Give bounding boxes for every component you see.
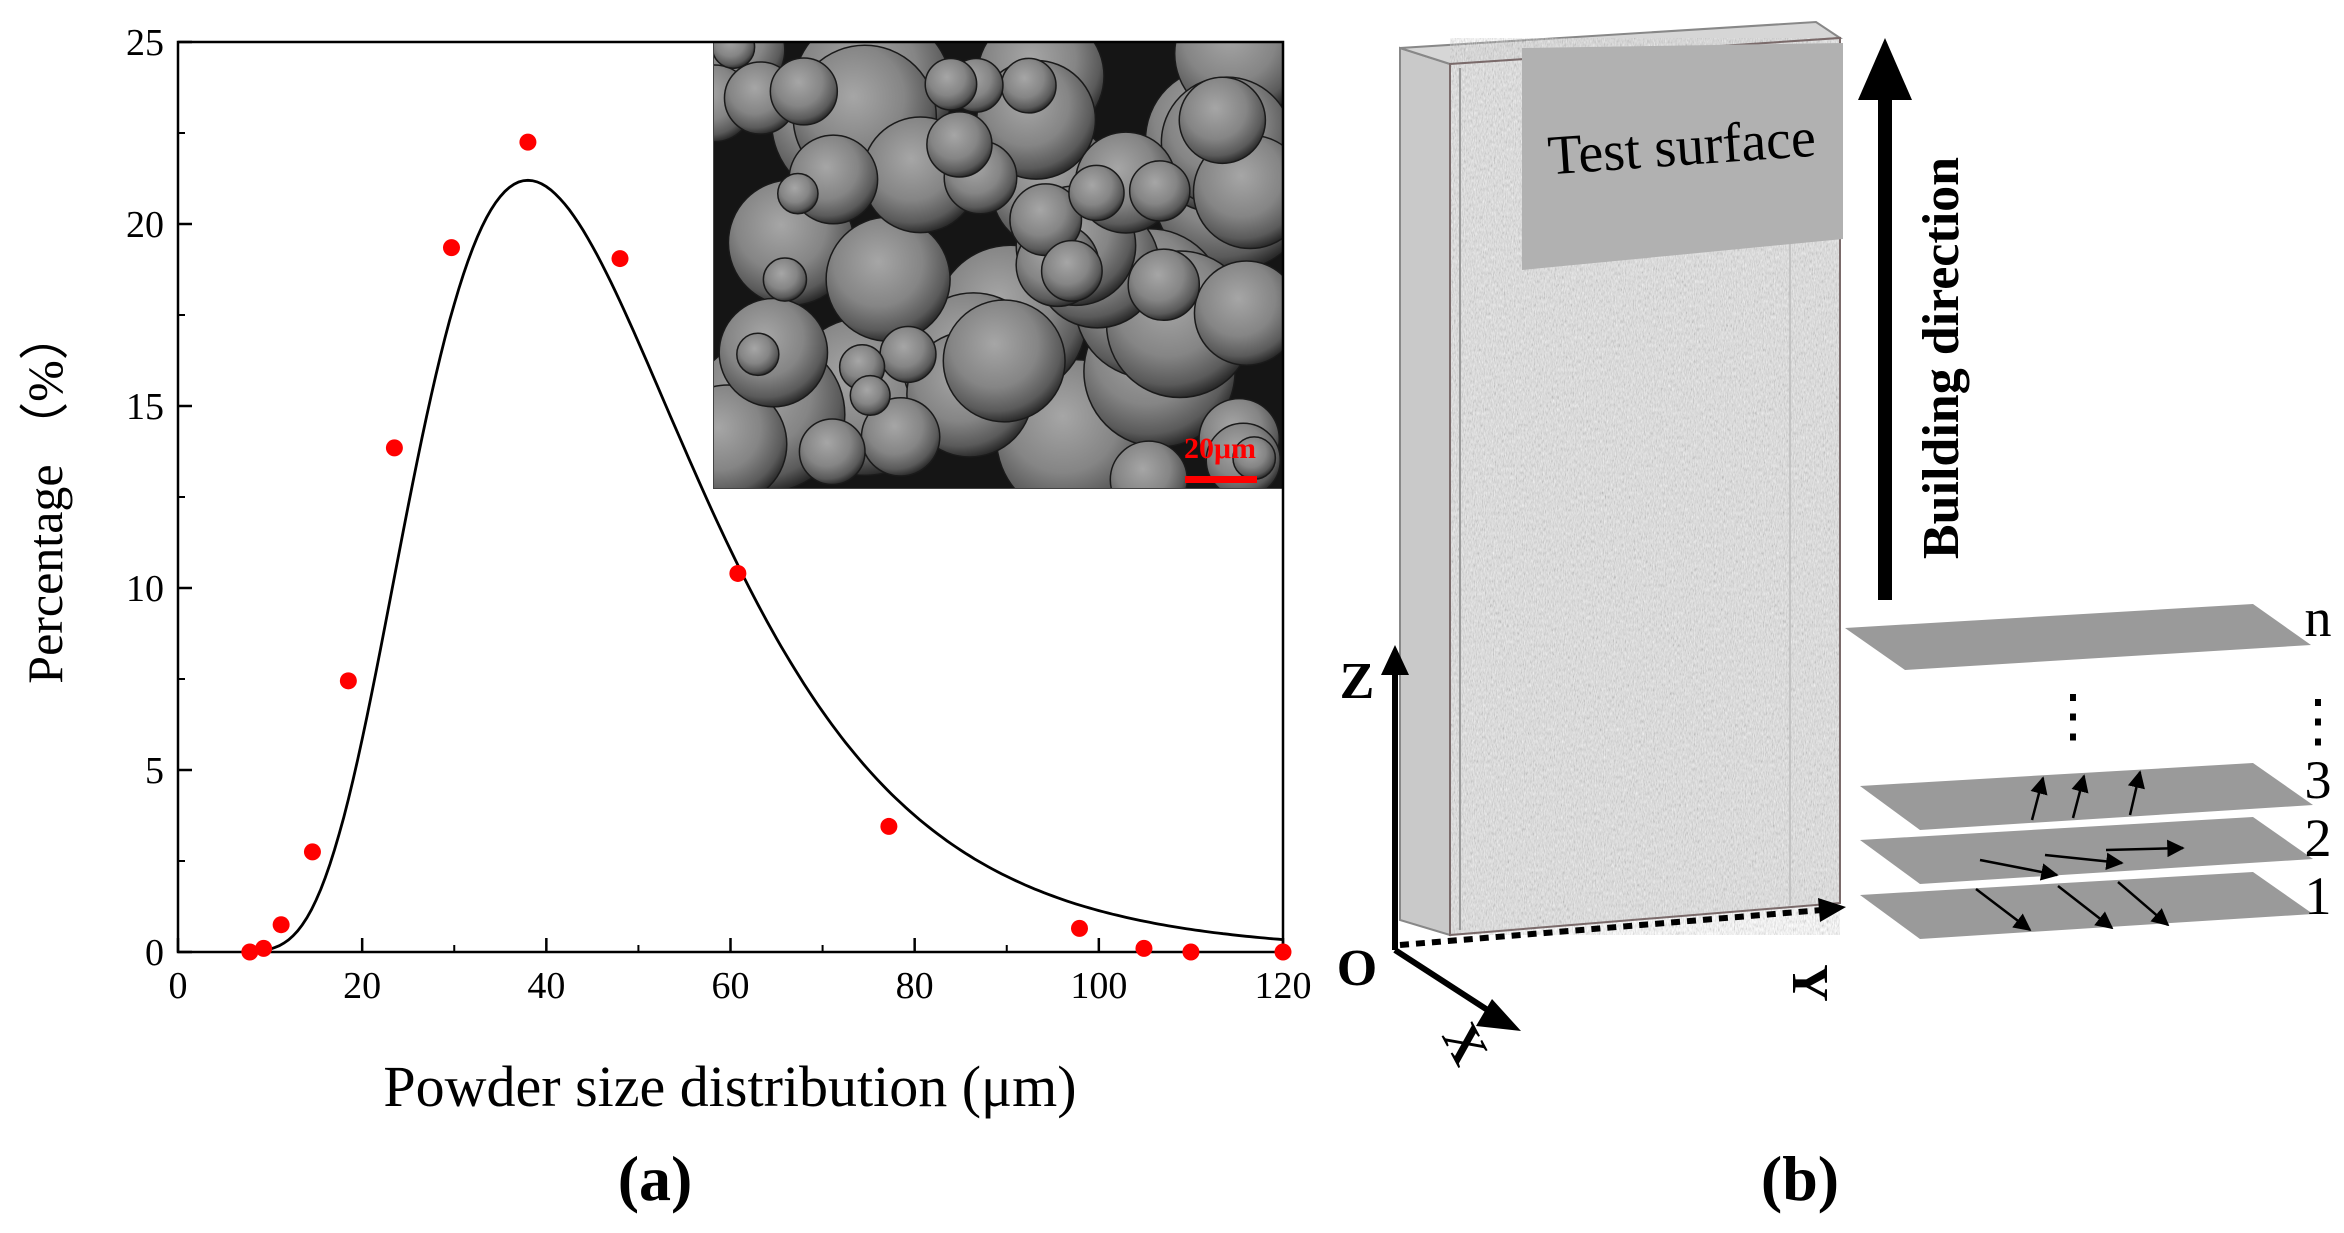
x-tick-label: 80 — [896, 965, 934, 1007]
chart-panel: 20μm 0 20 40 60 80 100 120 0 5 10 15 20 25 Powder s… — [17, 22, 1312, 1214]
data-point — [339, 672, 357, 690]
y-tick-label: 20 — [126, 204, 164, 246]
powder-particle — [825, 216, 951, 342]
z-axis-label: Z — [1340, 653, 1375, 710]
powder-particle — [942, 299, 1066, 423]
block-left-face — [1399, 46, 1451, 937]
test-surface — [1522, 43, 1843, 270]
data-point — [385, 439, 403, 457]
powder-particle — [762, 257, 808, 302]
data-point — [880, 817, 898, 835]
powder-particle — [1068, 164, 1125, 222]
building-direction-label: Building direction — [1913, 157, 1970, 559]
layer-1 — [1860, 872, 2313, 939]
data-points — [241, 133, 1292, 961]
inset-scale-label: 20μm — [1184, 432, 1256, 465]
scan-vectors — [1975, 770, 2185, 932]
data-point — [241, 943, 259, 961]
y-axis-label-diagram: Y — [1781, 964, 1838, 1002]
x-tick-label: 0 — [169, 965, 188, 1007]
layer-label-3: 3 — [2305, 750, 2332, 810]
x-tick-label: 60 — [712, 965, 750, 1007]
powder-particle — [736, 332, 780, 377]
panel-label-a: (a) — [618, 1143, 693, 1214]
layer-label-n: n — [2305, 588, 2332, 648]
powder-particle — [1000, 57, 1057, 114]
y-axis-dotted — [1399, 907, 1823, 948]
data-point — [1182, 943, 1200, 961]
ellipsis-labels: ⋮ — [2289, 688, 2344, 753]
inset-image — [713, 42, 1283, 489]
powder-particle — [849, 374, 891, 417]
layers — [1845, 604, 2313, 939]
coordinate-axes: Z X Y O — [1337, 645, 1846, 1074]
powder-particle — [1109, 440, 1188, 489]
data-point — [611, 250, 629, 268]
data-point — [519, 133, 537, 151]
y-tick-label: 15 — [126, 386, 164, 428]
y-tick-label: 25 — [126, 22, 164, 64]
powder-particle — [1128, 160, 1191, 222]
x-axis-arrow — [1393, 947, 1505, 1023]
y-tick-label: 5 — [145, 750, 164, 792]
data-point — [1070, 919, 1088, 937]
powder-particle — [769, 57, 839, 126]
layer-3 — [1860, 763, 2313, 830]
powder-particle — [1040, 239, 1103, 302]
powder-particle — [777, 172, 819, 215]
x-axis-label: Powder size distribution (μm) — [383, 1054, 1076, 1119]
data-point — [442, 239, 460, 257]
data-point — [272, 916, 290, 934]
origin-label: O — [1337, 940, 1377, 997]
x-tick-label: 20 — [343, 965, 381, 1007]
powder-particle — [1193, 260, 1283, 366]
layer-n — [1845, 604, 2311, 670]
layer-2 — [1860, 817, 2313, 884]
data-point — [1135, 939, 1153, 957]
data-point — [303, 843, 321, 861]
powder-particle — [926, 111, 993, 178]
y-axis-ticks: 0 5 10 15 20 25 — [126, 22, 192, 974]
y-tick-label: 0 — [145, 932, 164, 974]
ellipsis-layers: ⋮ — [2044, 683, 2102, 748]
powder-particle — [879, 325, 937, 384]
powder-particle — [713, 384, 788, 489]
data-point — [729, 564, 747, 582]
diagram-panel: Test surface Building direction Z X Y O — [1337, 20, 2344, 1214]
x-tick-label: 40 — [527, 965, 565, 1007]
layer-label-1: 1 — [2305, 866, 2332, 926]
layer-label-2: 2 — [2305, 808, 2332, 868]
y-tick-label: 10 — [126, 568, 164, 610]
data-point — [255, 939, 273, 957]
y-axis-label: Percentage （%） — [17, 310, 73, 683]
powder-particle — [1127, 248, 1201, 322]
x-tick-label: 100 — [1070, 965, 1127, 1007]
panel-label-b: (b) — [1761, 1143, 1839, 1214]
x-axis-ticks: 0 20 40 60 80 100 120 — [169, 938, 1312, 1007]
powder-particle — [798, 418, 866, 486]
x-tick-label: 120 — [1255, 965, 1312, 1007]
data-point — [1274, 943, 1292, 961]
fit-curve — [242, 178, 1284, 954]
powder-particle — [1178, 76, 1267, 165]
inset-scale-bar — [1185, 476, 1257, 483]
powder-particle — [924, 57, 978, 111]
powder-particle — [713, 42, 756, 70]
